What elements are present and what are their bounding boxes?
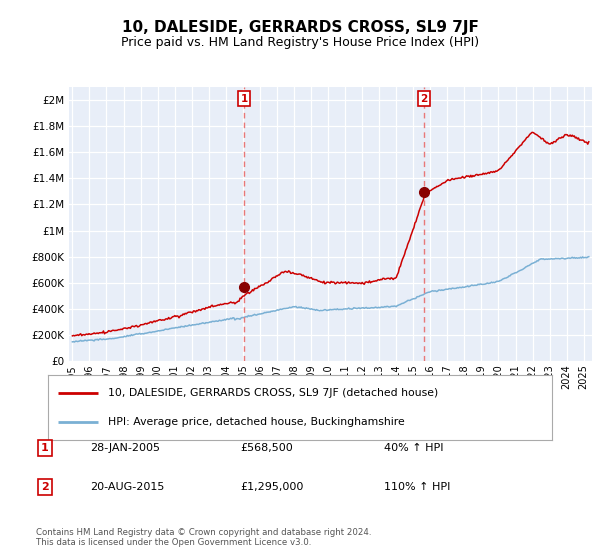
Text: 110% ↑ HPI: 110% ↑ HPI	[384, 482, 451, 492]
Text: 28-JAN-2005: 28-JAN-2005	[90, 443, 160, 453]
Text: 1: 1	[241, 94, 248, 104]
Text: Price paid vs. HM Land Registry's House Price Index (HPI): Price paid vs. HM Land Registry's House …	[121, 36, 479, 49]
Text: 2: 2	[41, 482, 49, 492]
Text: HPI: Average price, detached house, Buckinghamshire: HPI: Average price, detached house, Buck…	[109, 417, 405, 427]
Text: 20-AUG-2015: 20-AUG-2015	[90, 482, 164, 492]
Text: 10, DALESIDE, GERRARDS CROSS, SL9 7JF (detached house): 10, DALESIDE, GERRARDS CROSS, SL9 7JF (d…	[109, 388, 439, 398]
Text: 2: 2	[421, 94, 428, 104]
Text: £1,295,000: £1,295,000	[240, 482, 304, 492]
Text: 10, DALESIDE, GERRARDS CROSS, SL9 7JF: 10, DALESIDE, GERRARDS CROSS, SL9 7JF	[122, 20, 478, 35]
Text: 40% ↑ HPI: 40% ↑ HPI	[384, 443, 443, 453]
Text: £568,500: £568,500	[240, 443, 293, 453]
Text: Contains HM Land Registry data © Crown copyright and database right 2024.
This d: Contains HM Land Registry data © Crown c…	[36, 528, 371, 547]
Text: 1: 1	[41, 443, 49, 453]
